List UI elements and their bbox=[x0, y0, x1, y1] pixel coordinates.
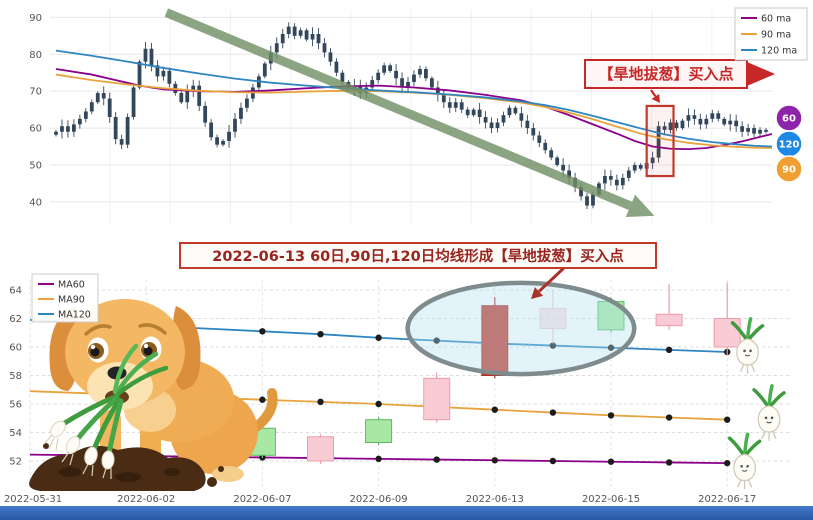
ma-line-120ma bbox=[55, 49, 773, 148]
bottom-taskbar bbox=[0, 506, 813, 520]
dirt-mound bbox=[29, 443, 224, 491]
top-legend: 60 ma 90 ma 120 ma bbox=[734, 7, 808, 61]
top-chart-panel: 90 80 70 60 50 40 【旱地拔葱】买入点 60 120 90 60 ma 90 ma 12… bbox=[0, 0, 813, 240]
bottom-chart-overlays: MA60 MA90 MA120 bbox=[31, 264, 786, 490]
svg-text:120: 120 bbox=[779, 140, 800, 151]
candle-2022-06-13 bbox=[481, 297, 509, 379]
scallion-bulb-icon bbox=[730, 317, 765, 374]
ma-badge-90 bbox=[775, 155, 803, 183]
svg-text:MA90: MA90 bbox=[58, 295, 85, 306]
svg-text:56: 56 bbox=[9, 400, 22, 411]
svg-text:60 ma: 60 ma bbox=[761, 14, 791, 25]
scallion-bulb-icon bbox=[752, 384, 786, 441]
annotation-arrow bbox=[531, 264, 568, 299]
svg-text:62: 62 bbox=[9, 314, 22, 325]
bottom-legend: MA60 MA90 MA120 bbox=[31, 273, 99, 323]
x-axis: 2022-05-31 2022-06-02 2022-06-07 2022-06-09… bbox=[4, 494, 756, 505]
dog-illustration bbox=[29, 299, 278, 491]
y-axis: 90 80 70 60 50 40 bbox=[29, 13, 42, 208]
top-chart-svg: 90 80 70 60 50 40 【旱地拔葱】买入点 60 120 90 60 ma 90 ma 12… bbox=[29, 7, 808, 224]
candle-2022-06-09 bbox=[365, 416, 393, 446]
svg-text:90 ma: 90 ma bbox=[761, 30, 791, 41]
svg-text:2022-06-07: 2022-06-07 bbox=[233, 494, 291, 505]
svg-text:50: 50 bbox=[29, 160, 42, 171]
dog-tail bbox=[250, 388, 278, 433]
svg-text:40: 40 bbox=[29, 197, 42, 208]
svg-text:2022-06-17: 2022-06-17 bbox=[698, 494, 756, 505]
svg-text:2022-06-09: 2022-06-09 bbox=[350, 494, 408, 505]
downtrend-arrow bbox=[164, 8, 655, 217]
svg-text:90: 90 bbox=[29, 13, 42, 24]
svg-text:60: 60 bbox=[29, 124, 42, 135]
top-chart-plot: 90 80 70 60 50 40 【旱地拔葱】买入点 60 120 90 60 ma 90 ma 12… bbox=[29, 7, 808, 224]
candle-2022-06-14 bbox=[539, 290, 567, 345]
svg-text:2022-05-31: 2022-05-31 bbox=[4, 494, 62, 505]
svg-text:120 ma: 120 ma bbox=[761, 46, 797, 57]
svg-text:52: 52 bbox=[9, 457, 22, 468]
svg-text:54: 54 bbox=[9, 428, 22, 439]
svg-text:60: 60 bbox=[9, 343, 22, 354]
candle-2022-06-16 bbox=[655, 284, 683, 330]
svg-text:64: 64 bbox=[9, 286, 22, 297]
pattern-highlight-ellipse bbox=[405, 280, 637, 377]
buy-point-callout: 【旱地拔葱】买入点 bbox=[584, 59, 775, 103]
svg-text:MA120: MA120 bbox=[58, 310, 91, 321]
svg-text:2022-06-15: 2022-06-15 bbox=[582, 494, 640, 505]
svg-text:70: 70 bbox=[29, 87, 42, 98]
ma-value-badges: 60 120 90 bbox=[775, 104, 803, 183]
candle-2022-06-17 bbox=[713, 282, 741, 356]
svg-text:MA60: MA60 bbox=[58, 280, 85, 291]
candle-2022-06-10 bbox=[423, 372, 451, 423]
bottom-chart-panel: 64 62 60 58 56 54 52 2022-05-31 2022-06-02 2022-0… bbox=[0, 260, 813, 506]
scallion-bunch bbox=[43, 343, 169, 479]
svg-text:【旱地拔葱】买入点: 【旱地拔葱】买入点 bbox=[598, 65, 733, 83]
arrow bbox=[650, 89, 660, 103]
pattern-annotation-text: 2022-06-13 60日,90日,120日均线形成【旱地拔葱】买入点 bbox=[212, 249, 624, 265]
svg-text:2022-06-02: 2022-06-02 bbox=[117, 494, 175, 505]
breakout-highlight-box bbox=[645, 104, 675, 178]
svg-text:2022-06-13: 2022-06-13 bbox=[466, 494, 524, 505]
svg-text:80: 80 bbox=[29, 50, 42, 61]
svg-text:58: 58 bbox=[9, 371, 22, 382]
svg-text:60: 60 bbox=[782, 114, 796, 125]
scallion-bulb-icon bbox=[727, 432, 762, 490]
candle-2022-06-08 bbox=[307, 433, 334, 464]
svg-text:90: 90 bbox=[782, 165, 796, 176]
pattern-annotation-banner: 2022-06-13 60日,90日,120日均线形成【旱地拔葱】买入点 bbox=[179, 242, 657, 269]
